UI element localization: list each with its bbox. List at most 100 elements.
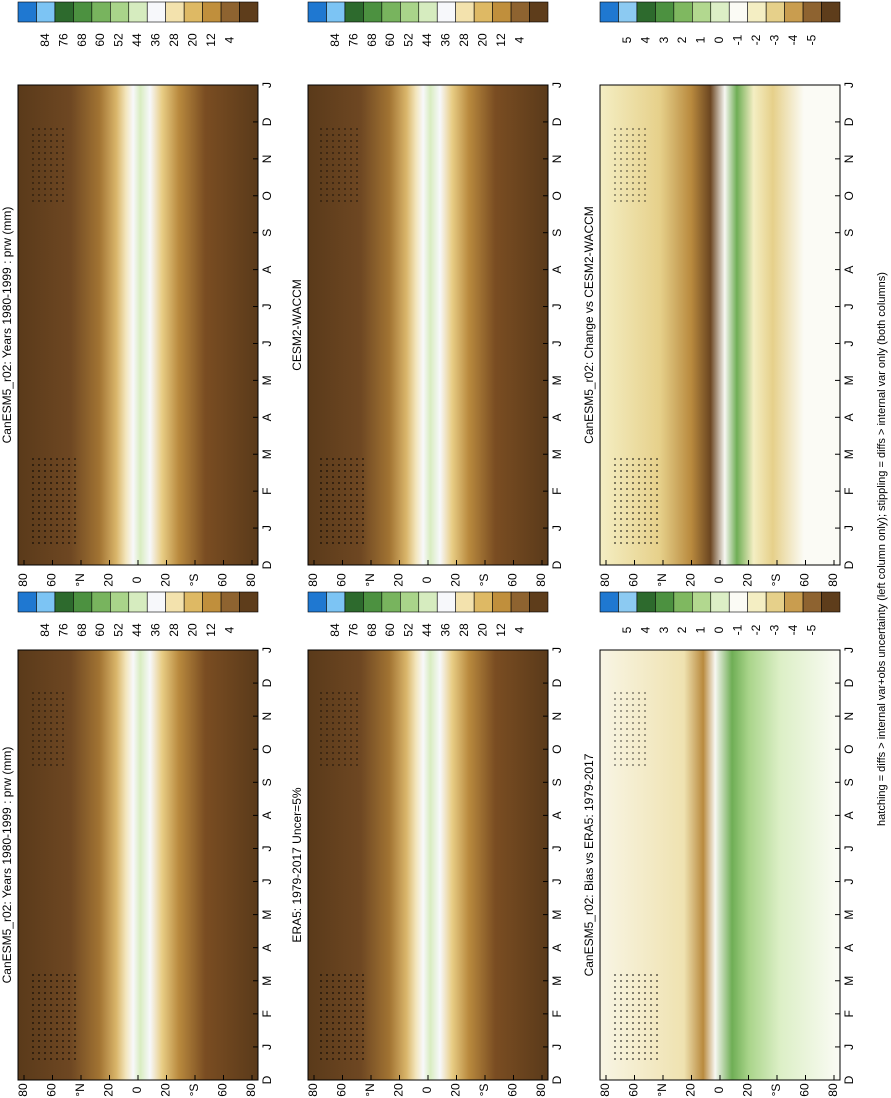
lat-label: 80: [534, 1083, 548, 1097]
month-label: F: [550, 487, 564, 494]
month-label: N: [842, 155, 856, 164]
panel-title: CanESM5_r02: Change vs CESM2-WACCM: [582, 206, 596, 444]
month-label: D: [842, 117, 856, 126]
lat-label: 60: [216, 573, 230, 587]
colorbar-box: [436, 1, 456, 23]
colorbar-label: 44: [130, 33, 144, 47]
lat-label: °N: [655, 573, 669, 586]
colorbar-box: [436, 591, 456, 613]
colorbar-label: 36: [439, 623, 453, 637]
lat-label: °N: [655, 1083, 669, 1096]
colorbar-label: -1: [731, 34, 745, 45]
colorbar-box: [599, 591, 619, 613]
month-label: S: [550, 778, 564, 786]
month-label: J: [550, 845, 564, 851]
colorbar-label: 28: [167, 623, 181, 637]
month-label: J: [550, 340, 564, 346]
colorbar-box: [455, 1, 475, 23]
month-label: J: [550, 525, 564, 531]
month-label: F: [550, 1010, 564, 1017]
colorbar-label: 3: [657, 36, 671, 43]
colorbar-box: [529, 1, 549, 23]
month-label: F: [260, 487, 274, 494]
colorbar-box: [165, 1, 185, 23]
lat-label: 80: [534, 573, 548, 587]
colorbar-label: 12: [494, 623, 508, 637]
lat-label: 0: [130, 1086, 144, 1093]
month-label: J: [842, 304, 856, 310]
month-label: A: [260, 944, 274, 952]
month-label: D: [842, 678, 856, 687]
lat-label: 60: [45, 573, 59, 587]
month-label: N: [550, 155, 564, 164]
month-label: D: [260, 117, 274, 126]
month-label: J: [842, 525, 856, 531]
colorbar-label: 4: [638, 626, 652, 633]
lat-label: 60: [216, 1083, 230, 1097]
colorbar-box: [728, 591, 748, 613]
lat-label: 20: [741, 1083, 755, 1097]
colorbar-box: [510, 591, 530, 613]
colorbar-box: [728, 1, 748, 23]
colorbar-label: 60: [383, 623, 397, 637]
lat-label: 20: [449, 573, 463, 587]
colorbar-box: [165, 591, 185, 613]
month-label: S: [260, 778, 274, 786]
colorbar-box: [821, 1, 841, 23]
colorbar-label: -2: [749, 34, 763, 45]
colorbar-label: 0: [712, 626, 726, 633]
colorbar-label: 20: [186, 33, 200, 47]
month-label: O: [550, 191, 564, 200]
colorbar-label: 4: [638, 36, 652, 43]
colorbar-box: [473, 1, 493, 23]
colorbar-label: 3: [657, 626, 671, 633]
colorbar-box: [802, 591, 822, 613]
colorbar-box: [202, 1, 222, 23]
lat-label: 60: [335, 1083, 349, 1097]
colorbar-box: [400, 591, 420, 613]
lat-label: 80: [598, 573, 612, 587]
month-label: J: [550, 647, 564, 653]
colorbar-box: [673, 1, 693, 23]
colorbar-label: 68: [75, 623, 89, 637]
month-label: A: [842, 413, 856, 421]
colorbar-box: [618, 591, 638, 613]
lat-label: 80: [16, 1083, 30, 1097]
lat-label: 80: [306, 1083, 320, 1097]
month-label: J: [260, 845, 274, 851]
month-label: J: [260, 1044, 274, 1050]
colorbar-box: [183, 591, 203, 613]
lat-label: °S: [187, 1084, 201, 1097]
colorbar-box: [599, 1, 619, 23]
month-label: S: [550, 229, 564, 237]
colorbar-label: 28: [457, 33, 471, 47]
colorbar-box: [492, 591, 512, 613]
colorbar-label: 0: [712, 36, 726, 43]
lat-label: °N: [363, 573, 377, 586]
lat-label: 20: [392, 573, 406, 587]
colorbar-box: [239, 591, 259, 613]
month-label: F: [842, 487, 856, 494]
colorbar-box: [618, 1, 638, 23]
colorbar-box: [821, 591, 841, 613]
lat-label: 20: [392, 1083, 406, 1097]
colorbar-label: 76: [346, 33, 360, 47]
lat-label: °N: [73, 1083, 87, 1096]
colorbar-label: 28: [167, 33, 181, 47]
colorbar-label: 44: [420, 623, 434, 637]
month-label: S: [842, 778, 856, 786]
month-label: J: [842, 845, 856, 851]
month-label: D: [550, 678, 564, 687]
lat-label: 80: [826, 573, 840, 587]
colorbar-box: [473, 591, 493, 613]
colorbar-label: 5: [620, 36, 634, 43]
colorbar-label: 4: [222, 36, 236, 43]
month-label: J: [842, 647, 856, 653]
month-label: M: [842, 449, 856, 459]
month-label: N: [260, 712, 274, 721]
colorbar-box: [73, 1, 93, 23]
colorbar-box: [128, 591, 148, 613]
colorbar-box: [802, 1, 822, 23]
lat-label: 60: [798, 573, 812, 587]
